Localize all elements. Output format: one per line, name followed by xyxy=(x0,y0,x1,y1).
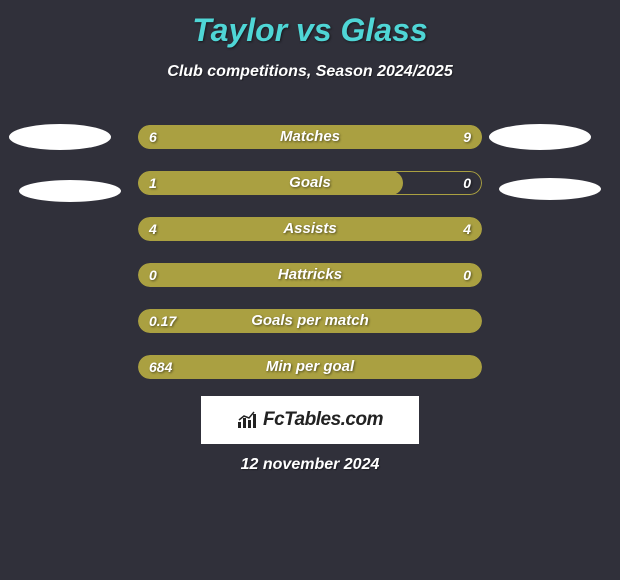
brand-logo: FcTables.com xyxy=(201,396,419,444)
date-label: 12 november 2024 xyxy=(0,456,620,474)
player-badge-right-1 xyxy=(489,124,591,150)
stat-label: Goals per match xyxy=(138,309,482,333)
stat-row: 00Hattricks xyxy=(138,263,482,287)
stat-label: Assists xyxy=(138,217,482,241)
player-badge-right-2 xyxy=(499,178,601,200)
page-title: Taylor vs Glass xyxy=(0,0,620,49)
stat-label: Goals xyxy=(138,171,482,195)
stat-row: 44Assists xyxy=(138,217,482,241)
brand-chart-icon xyxy=(237,411,259,429)
stat-label: Min per goal xyxy=(138,355,482,379)
stat-row: 684Min per goal xyxy=(138,355,482,379)
stat-row: 10Goals xyxy=(138,171,482,195)
stat-label: Hattricks xyxy=(138,263,482,287)
stat-row: 0.17Goals per match xyxy=(138,309,482,333)
brand-text: FcTables.com xyxy=(263,409,383,431)
player-badge-left-2 xyxy=(19,180,121,202)
stat-label: Matches xyxy=(138,125,482,149)
page-subtitle: Club competitions, Season 2024/2025 xyxy=(0,63,620,81)
comparison-bars: 69Matches 10Goals 44Assists 00Hattricks 0.17… xyxy=(138,125,482,401)
player-badge-left-1 xyxy=(9,124,111,150)
stat-row: 69Matches xyxy=(138,125,482,149)
